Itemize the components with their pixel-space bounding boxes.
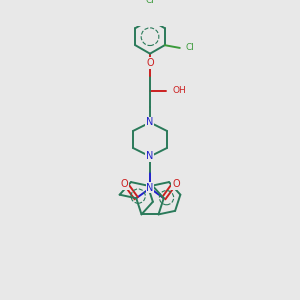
Text: O: O: [120, 179, 128, 190]
Text: N: N: [146, 183, 154, 193]
Text: O: O: [172, 179, 180, 190]
Text: OH: OH: [172, 86, 186, 95]
Text: O: O: [146, 58, 154, 68]
Text: N: N: [146, 118, 153, 128]
Text: Cl: Cl: [185, 44, 194, 52]
Text: N: N: [146, 152, 153, 161]
Text: Cl: Cl: [146, 0, 154, 5]
